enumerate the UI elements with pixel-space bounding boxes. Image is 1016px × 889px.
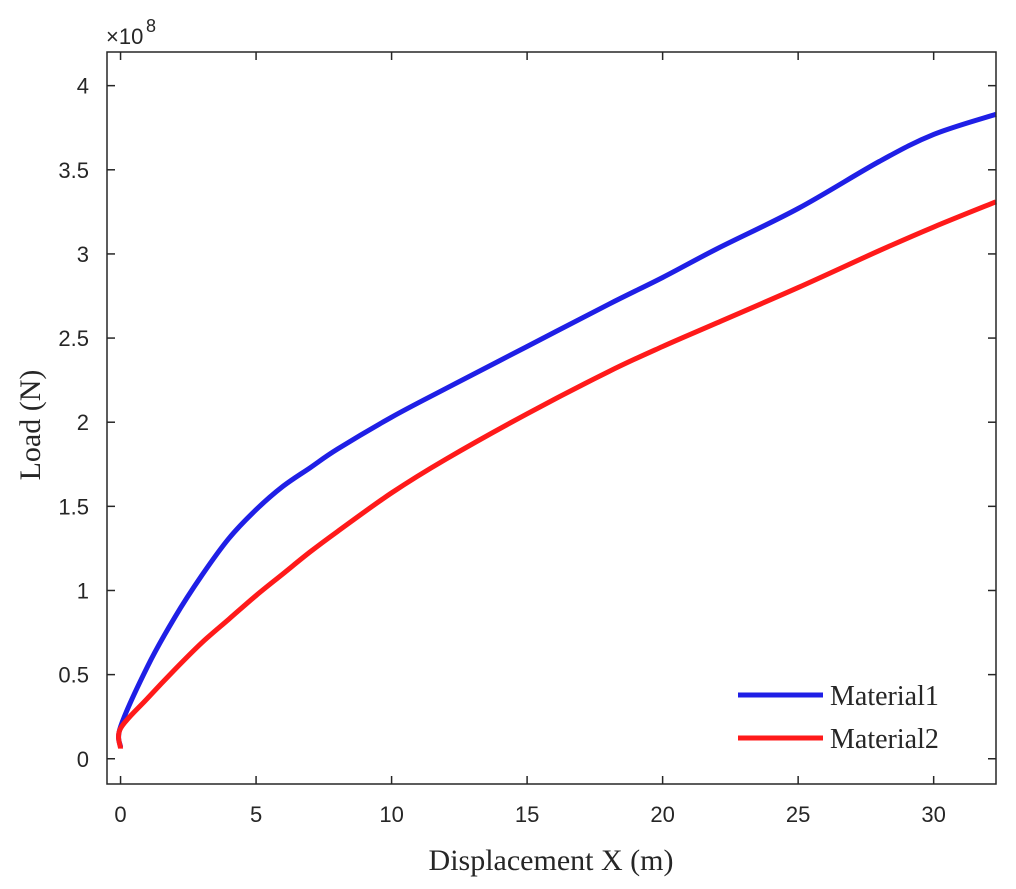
x-tick-label: 15 bbox=[515, 802, 539, 827]
y-tick-label: 2.5 bbox=[58, 326, 89, 351]
y-axis-title: Load (N) bbox=[14, 370, 47, 481]
y-tick-label: 3.5 bbox=[58, 158, 89, 183]
legend-label-material1: Material1 bbox=[830, 681, 939, 712]
series-layer bbox=[116, 111, 997, 749]
legend: Material1 Material2 bbox=[738, 681, 939, 755]
legend-label-material2: Material2 bbox=[830, 724, 939, 755]
series-line-material1 bbox=[116, 111, 997, 748]
x-tick-label: 30 bbox=[921, 802, 945, 827]
x-tick-label: 10 bbox=[379, 802, 403, 827]
y-tick-label: 0 bbox=[77, 747, 89, 772]
y-axis-ticks: 0 0.5 1 1.5 2 2.5 3 3.5 4 bbox=[58, 74, 996, 772]
y-tick-label: 0.5 bbox=[58, 663, 89, 688]
x-axis-title: Displacement X (m) bbox=[429, 844, 674, 877]
y-tick-label: 4 bbox=[77, 74, 89, 99]
x-tick-label: 0 bbox=[114, 802, 126, 827]
y-axis-exponent-power: 8 bbox=[146, 16, 156, 36]
y-axis-exponent-base: ×10 bbox=[106, 24, 143, 49]
x-tick-label: 20 bbox=[650, 802, 674, 827]
x-axis-ticks: 0 5 10 15 20 25 30 bbox=[114, 52, 946, 827]
y-tick-label: 1.5 bbox=[58, 494, 89, 519]
y-tick-label: 2 bbox=[77, 410, 89, 435]
x-tick-label: 25 bbox=[786, 802, 810, 827]
y-tick-label: 3 bbox=[77, 242, 89, 267]
plot-frame bbox=[106, 51, 997, 785]
x-tick-label: 5 bbox=[250, 802, 262, 827]
y-tick-label: 1 bbox=[77, 578, 89, 603]
series-line-material2 bbox=[116, 199, 997, 749]
